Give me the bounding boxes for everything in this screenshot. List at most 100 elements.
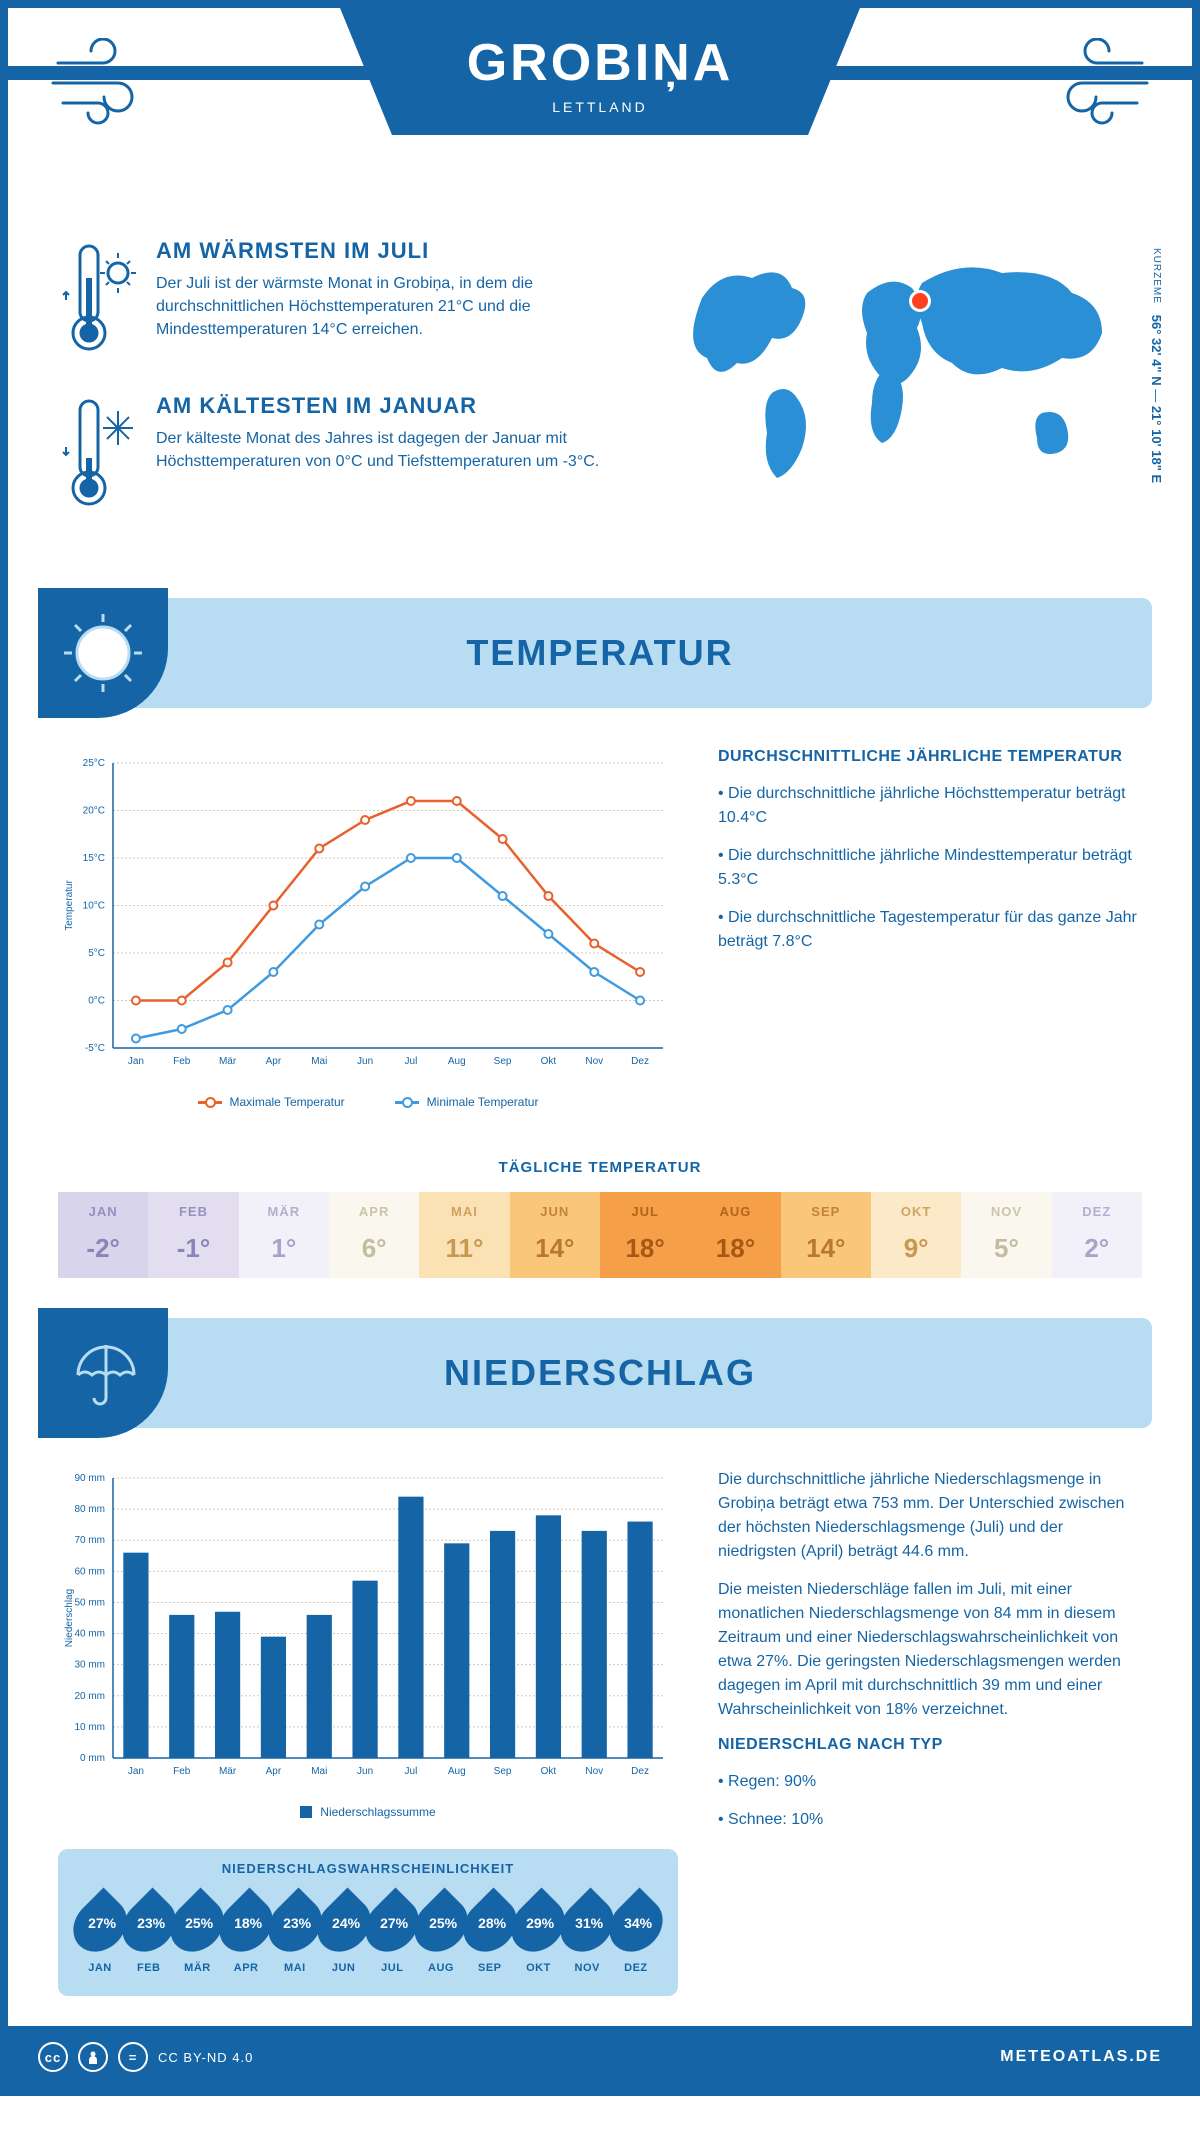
svg-text:Jul: Jul	[405, 1766, 418, 1777]
section-title: TEMPERATUR	[466, 632, 733, 674]
warmest-fact: AM WÄRMSTEN IM JULI Der Juli ist der wär…	[58, 238, 632, 363]
svg-text:60 mm: 60 mm	[74, 1566, 105, 1577]
temp-chart-legend: Maximale Temperatur Minimale Temperatur	[58, 1095, 678, 1109]
daily-temp-strip: JAN-2°FEB-1°MÄR1°APR6°MAI11°JUN14°JUL18°…	[58, 1192, 1142, 1278]
precipitation-summary: Die durchschnittliche jährliche Niedersc…	[718, 1468, 1142, 1996]
warmest-title: AM WÄRMSTEN IM JULI	[156, 238, 632, 264]
svg-text:20 mm: 20 mm	[74, 1691, 105, 1702]
svg-text:Apr: Apr	[266, 1766, 282, 1777]
cc-icon: cc	[38, 2042, 68, 2072]
svg-text:Mär: Mär	[219, 1056, 237, 1067]
precip-drop: 18%APR	[222, 1888, 270, 1974]
temp-cell: JUL18°	[600, 1192, 690, 1278]
footer: cc = CC BY-ND 4.0 METEOATLAS.DE	[8, 2026, 1192, 2088]
coldest-fact: AM KÄLTESTEN IM JANUAR Der kälteste Mona…	[58, 393, 632, 518]
wind-icon	[48, 38, 158, 133]
temperature-section-header: TEMPERATUR	[48, 598, 1152, 708]
svg-text:Dez: Dez	[631, 1766, 649, 1777]
svg-text:80 mm: 80 mm	[74, 1504, 105, 1515]
header: GROBIŅA LETTLAND	[8, 8, 1192, 208]
coldest-text: Der kälteste Monat des Jahres ist dagege…	[156, 427, 632, 473]
daily-temp-title: TÄGLICHE TEMPERATUR	[8, 1159, 1192, 1176]
svg-text:Nov: Nov	[585, 1056, 603, 1067]
svg-text:40 mm: 40 mm	[74, 1629, 105, 1640]
svg-text:-5°C: -5°C	[85, 1043, 105, 1054]
svg-text:90 mm: 90 mm	[74, 1473, 105, 1484]
precip-drop: 24%JUN	[320, 1888, 368, 1974]
world-map-icon	[662, 238, 1142, 498]
svg-text:Sep: Sep	[494, 1056, 512, 1067]
temp-cell: MÄR1°	[239, 1192, 329, 1278]
temp-cell: JUN14°	[510, 1192, 600, 1278]
svg-text:Temperatur: Temperatur	[64, 880, 75, 931]
temp-cell: NOV5°	[961, 1192, 1051, 1278]
temp-cell: MAI11°	[419, 1192, 509, 1278]
precip-drop: 23%FEB	[125, 1888, 173, 1974]
thermometer-hot-icon	[58, 238, 138, 363]
svg-text:Okt: Okt	[541, 1766, 557, 1777]
svg-text:20°C: 20°C	[83, 806, 105, 817]
svg-text:Sep: Sep	[494, 1766, 512, 1777]
section-title: NIEDERSCHLAG	[444, 1352, 756, 1394]
svg-text:Mai: Mai	[311, 1056, 327, 1067]
temp-cell: FEB-1°	[148, 1192, 238, 1278]
svg-text:25°C: 25°C	[83, 758, 105, 769]
svg-text:Niederschlag: Niederschlag	[64, 1589, 75, 1647]
title-banner: GROBIŅA LETTLAND	[340, 8, 860, 135]
svg-text:0 mm: 0 mm	[80, 1753, 105, 1764]
temp-cell: SEP14°	[781, 1192, 871, 1278]
svg-text:Apr: Apr	[266, 1056, 282, 1067]
temp-cell: AUG18°	[690, 1192, 780, 1278]
svg-text:Jan: Jan	[128, 1766, 144, 1777]
thermometer-cold-icon	[58, 393, 138, 518]
svg-text:Aug: Aug	[448, 1766, 466, 1777]
svg-text:5°C: 5°C	[88, 948, 105, 959]
temperature-summary: DURCHSCHNITTLICHE JÄHRLICHE TEMPERATUR •…	[718, 748, 1142, 1109]
page: GROBIŅA LETTLAND AM WÄRMSTEN IM JULI Der…	[0, 0, 1200, 2096]
svg-text:Mai: Mai	[311, 1766, 327, 1777]
svg-text:Feb: Feb	[173, 1056, 191, 1067]
map-block: KURZEME 56° 32' 4" N — 21° 10' 18" E	[662, 238, 1142, 548]
temp-cell: APR6°	[329, 1192, 419, 1278]
precip-drop: 27%JUL	[368, 1888, 416, 1974]
temp-cell: OKT9°	[871, 1192, 961, 1278]
precip-drop: 31%NOV	[563, 1888, 611, 1974]
precip-drop: 27%JAN	[76, 1888, 124, 1974]
svg-text:10 mm: 10 mm	[74, 1722, 105, 1733]
warmest-text: Der Juli ist der wärmste Monat in Grobiņ…	[156, 272, 632, 342]
svg-text:50 mm: 50 mm	[74, 1597, 105, 1608]
svg-text:Jan: Jan	[128, 1056, 144, 1067]
svg-text:Dez: Dez	[631, 1056, 649, 1067]
svg-text:Aug: Aug	[448, 1056, 466, 1067]
temp-cell: DEZ2°	[1052, 1192, 1142, 1278]
svg-text:10°C: 10°C	[83, 901, 105, 912]
precip-drop: 34%DEZ	[612, 1888, 660, 1974]
precip-drop: 25%AUG	[417, 1888, 465, 1974]
svg-text:30 mm: 30 mm	[74, 1660, 105, 1671]
wind-icon	[1042, 38, 1152, 133]
umbrella-icon	[38, 1308, 168, 1438]
license-text: CC BY-ND 4.0	[158, 2050, 253, 2065]
svg-text:15°C: 15°C	[83, 853, 105, 864]
precip-chart-legend: Niederschlagssumme	[58, 1805, 678, 1819]
svg-text:Jun: Jun	[357, 1766, 373, 1777]
city-name: GROBIŅA	[340, 33, 860, 93]
precipitation-section-header: NIEDERSCHLAG	[48, 1318, 1152, 1428]
svg-text:Jul: Jul	[405, 1056, 418, 1067]
precipitation-bar-chart: 0 mm10 mm20 mm30 mm40 mm50 mm60 mm70 mm8…	[58, 1468, 678, 1819]
country-name: LETTLAND	[340, 99, 860, 115]
intro-section: AM WÄRMSTEN IM JULI Der Juli ist der wär…	[8, 208, 1192, 588]
coordinates: KURZEME 56° 32' 4" N — 21° 10' 18" E	[1149, 248, 1164, 483]
site-name: METEOATLAS.DE	[1000, 2048, 1162, 2066]
temperature-line-chart: -5°C0°C5°C10°C15°C20°C25°CJanFebMärAprMa…	[58, 748, 678, 1109]
precip-drop: 25%MÄR	[173, 1888, 221, 1974]
coldest-title: AM KÄLTESTEN IM JANUAR	[156, 393, 632, 419]
precip-drop: 23%MAI	[271, 1888, 319, 1974]
svg-text:Mär: Mär	[219, 1766, 237, 1777]
precipitation-probability-box: NIEDERSCHLAGSWAHRSCHEINLICHKEIT 27%JAN23…	[58, 1849, 678, 1996]
sun-icon	[38, 588, 168, 718]
svg-text:Okt: Okt	[541, 1056, 557, 1067]
temp-cell: JAN-2°	[58, 1192, 148, 1278]
svg-text:Nov: Nov	[585, 1766, 603, 1777]
cc-by-icon	[78, 2042, 108, 2072]
